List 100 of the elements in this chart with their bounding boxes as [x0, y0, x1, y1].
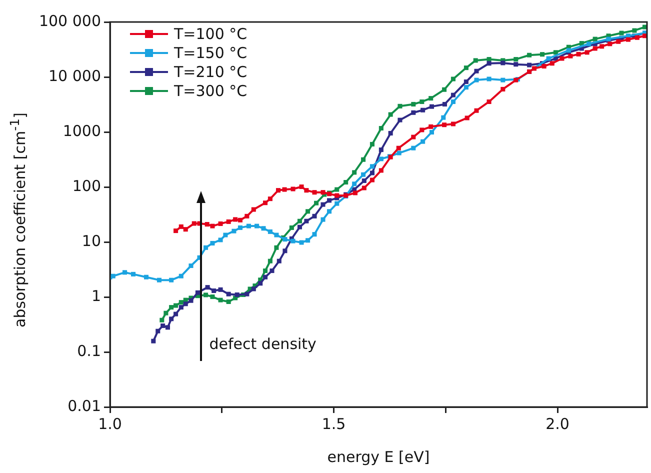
- point: [297, 218, 302, 224]
- point: [474, 68, 479, 74]
- point: [361, 172, 366, 177]
- point: [362, 186, 366, 190]
- point: [542, 64, 546, 68]
- point: [223, 232, 228, 238]
- point: [411, 134, 416, 140]
- point: [327, 209, 332, 214]
- point: [218, 287, 223, 292]
- point: [370, 142, 374, 146]
- point: [304, 218, 309, 224]
- point: [174, 228, 178, 234]
- point: [258, 281, 263, 286]
- point: [584, 50, 590, 55]
- y-tick-label: 0.01: [68, 396, 101, 415]
- point: [579, 41, 584, 46]
- point: [174, 303, 178, 308]
- point: [226, 219, 231, 224]
- point: [450, 99, 456, 104]
- y-tick-label: 1000: [62, 122, 101, 140]
- point: [626, 37, 630, 42]
- x-tick-label: 2.0: [546, 414, 570, 433]
- point: [514, 62, 518, 67]
- point: [370, 178, 374, 182]
- annotation: defect density: [209, 335, 316, 354]
- legend-label: T=210 °C: [173, 62, 248, 81]
- point: [592, 36, 598, 42]
- point: [576, 52, 581, 56]
- point: [188, 298, 194, 303]
- point: [160, 318, 164, 322]
- point: [312, 232, 317, 237]
- point: [420, 128, 424, 132]
- point: [442, 102, 447, 106]
- point: [327, 198, 332, 203]
- point: [164, 310, 168, 316]
- point: [218, 238, 223, 242]
- point: [486, 76, 492, 82]
- point: [254, 224, 260, 228]
- point: [261, 226, 266, 231]
- point: [429, 104, 434, 109]
- x-tick-label: 1.0: [98, 414, 122, 433]
- y-tick-label: 100: [72, 176, 101, 195]
- point: [334, 187, 340, 192]
- point: [514, 57, 518, 62]
- point: [246, 224, 251, 228]
- y-tick-label: 0.1: [77, 342, 101, 360]
- point: [174, 312, 178, 316]
- point: [274, 245, 279, 250]
- point: [289, 225, 294, 230]
- point: [210, 224, 215, 228]
- point: [500, 86, 506, 92]
- point: [428, 124, 434, 129]
- x-axis-title: energy E [eV]: [327, 448, 430, 466]
- point: [362, 178, 366, 183]
- point: [156, 278, 162, 282]
- point: [299, 184, 304, 190]
- point: [352, 170, 357, 175]
- point: [218, 298, 223, 302]
- point: [560, 56, 564, 61]
- point: [178, 305, 184, 310]
- point: [600, 44, 604, 49]
- point: [131, 272, 136, 276]
- point: [388, 112, 393, 117]
- point: [204, 292, 208, 298]
- point: [151, 338, 156, 344]
- point: [396, 150, 402, 156]
- point: [226, 292, 231, 296]
- point: [204, 245, 208, 250]
- point: [632, 28, 637, 33]
- point: [122, 270, 128, 275]
- point: [378, 156, 384, 162]
- point: [474, 108, 479, 113]
- point: [290, 186, 296, 192]
- point: [334, 193, 340, 198]
- point: [619, 30, 624, 36]
- point: [500, 60, 506, 66]
- point: [352, 182, 357, 186]
- point: [218, 221, 223, 226]
- point: [263, 268, 268, 274]
- point: [268, 229, 272, 234]
- point: [304, 188, 309, 193]
- point: [450, 92, 456, 98]
- point: [188, 263, 194, 268]
- point: [195, 290, 200, 295]
- point: [110, 274, 116, 278]
- point: [378, 168, 384, 173]
- point: [299, 240, 304, 245]
- point: [244, 292, 250, 296]
- point: [169, 305, 174, 310]
- legend-label: T=300 °C: [173, 82, 248, 100]
- point: [290, 238, 296, 244]
- point: [411, 146, 416, 150]
- point: [334, 201, 340, 206]
- point: [396, 146, 401, 150]
- point: [320, 202, 326, 207]
- point: [450, 76, 456, 82]
- point: [428, 96, 434, 101]
- point: [192, 221, 196, 226]
- point: [420, 139, 426, 144]
- y-tick-label: 10 000: [48, 66, 101, 85]
